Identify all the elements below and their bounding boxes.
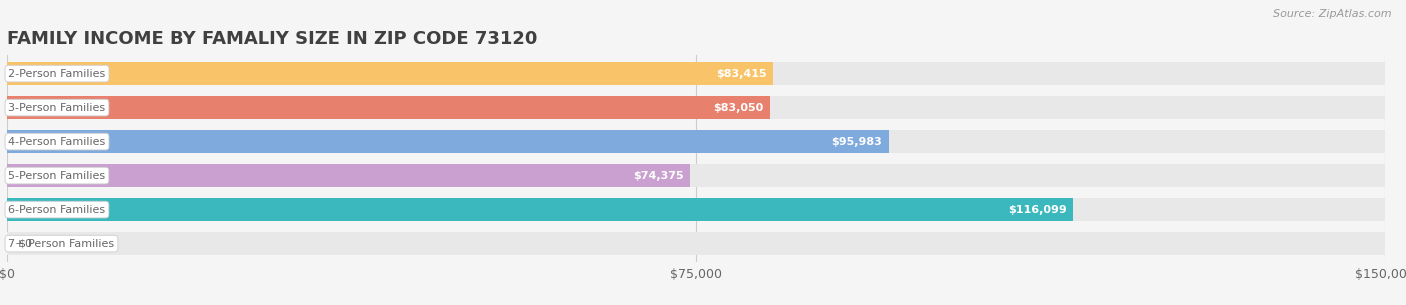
Text: $116,099: $116,099 — [1008, 205, 1067, 215]
Bar — [7, 198, 1385, 221]
Text: $83,050: $83,050 — [713, 102, 763, 113]
Bar — [7, 232, 1385, 255]
Bar — [7, 62, 1385, 85]
Bar — [7, 62, 773, 85]
Bar — [7, 130, 889, 153]
Bar — [7, 96, 1385, 119]
Text: 5-Person Families: 5-Person Families — [8, 170, 105, 181]
Text: 6-Person Families: 6-Person Families — [8, 205, 105, 215]
Text: $95,983: $95,983 — [831, 137, 882, 147]
Text: 4-Person Families: 4-Person Families — [8, 137, 105, 147]
Bar — [7, 164, 1385, 187]
Text: $0: $0 — [18, 239, 32, 249]
Text: 2-Person Families: 2-Person Families — [8, 69, 105, 79]
Bar — [7, 164, 690, 187]
Text: 7+ Person Families: 7+ Person Families — [8, 239, 114, 249]
Text: FAMILY INCOME BY FAMALIY SIZE IN ZIP CODE 73120: FAMILY INCOME BY FAMALIY SIZE IN ZIP COD… — [7, 30, 537, 48]
Text: $83,415: $83,415 — [716, 69, 766, 79]
Bar — [7, 198, 1074, 221]
Text: 3-Person Families: 3-Person Families — [8, 102, 105, 113]
Bar — [7, 96, 770, 119]
Text: $74,375: $74,375 — [633, 170, 683, 181]
Bar — [7, 130, 1385, 153]
Text: Source: ZipAtlas.com: Source: ZipAtlas.com — [1274, 9, 1392, 19]
